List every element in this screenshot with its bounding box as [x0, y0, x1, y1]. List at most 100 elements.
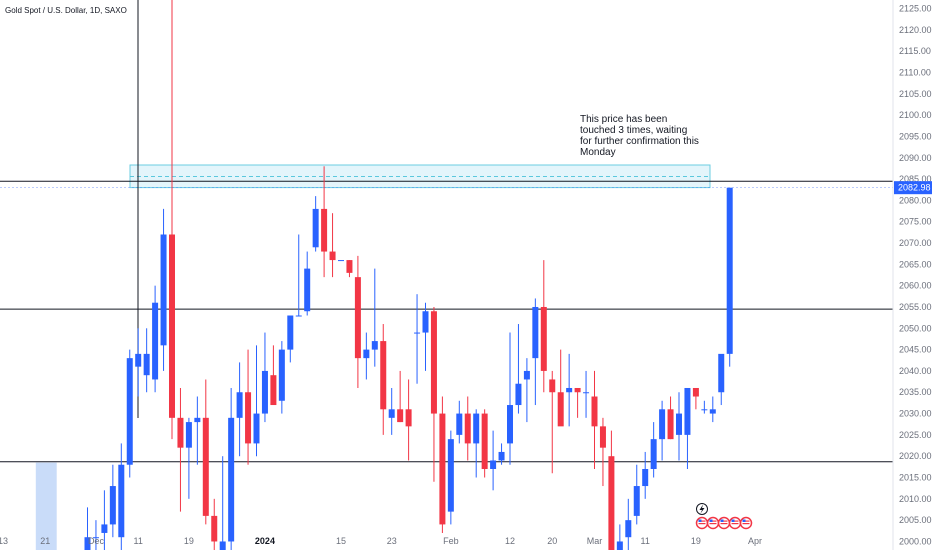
candle-body — [591, 396, 598, 427]
candle — [507, 332, 513, 465]
candle-body — [633, 486, 640, 516]
candle — [261, 332, 268, 423]
candle-body — [667, 409, 674, 440]
time-tick-label: 23 — [387, 536, 397, 546]
time-axis[interactable]: 13 21 Dec 11 19 2024 15 23 Feb 12 20 Mar 11 19 Apr — [0, 536, 762, 546]
price-tick-label: 2040.00 — [899, 366, 932, 376]
candle — [481, 409, 488, 478]
candle-body — [278, 349, 285, 401]
candle-body — [228, 417, 235, 542]
price-tick-label: 2115.00 — [899, 46, 931, 56]
candle — [202, 379, 209, 525]
candle-body — [177, 417, 184, 448]
candle — [118, 443, 125, 550]
price-tick-label: 2020.00 — [899, 451, 932, 461]
candle — [566, 353, 573, 427]
time-tick-label: Apr — [748, 536, 762, 546]
candle-body — [329, 251, 336, 261]
time-tick-label: 13 — [0, 536, 8, 546]
us-flag-icon[interactable] — [695, 516, 709, 530]
candle — [354, 255, 361, 388]
candle — [228, 387, 235, 550]
candle — [447, 430, 454, 525]
candle — [194, 396, 201, 465]
price-tick-label: 2055.00 — [899, 302, 932, 312]
candle — [718, 353, 725, 406]
candle — [430, 306, 437, 482]
candle-body — [473, 413, 480, 444]
candle-body — [616, 541, 623, 550]
candle-body — [540, 306, 547, 371]
candle-body — [101, 524, 108, 533]
candle — [363, 332, 370, 380]
candle — [650, 422, 657, 478]
candle — [135, 328, 142, 397]
candle — [295, 234, 302, 317]
candle-body — [692, 387, 699, 397]
candle — [498, 443, 505, 465]
candle-body — [363, 349, 370, 359]
candle-body — [261, 370, 268, 414]
candle-body — [92, 537, 99, 539]
price-tick-label: 2085.00 — [899, 174, 932, 184]
candle-body — [701, 409, 708, 411]
candle-body — [549, 379, 556, 393]
price-tick-label: 2000.00 — [899, 536, 932, 546]
us-flag-icon[interactable] — [728, 516, 742, 530]
candle-body — [430, 311, 437, 414]
candle-body — [574, 387, 581, 393]
candle-body — [109, 486, 116, 525]
candle — [414, 294, 421, 384]
price-tick-label: 2030.00 — [899, 409, 932, 419]
price-tick-label: 2050.00 — [899, 323, 932, 333]
candle-body — [371, 341, 378, 350]
candle — [523, 358, 530, 423]
candle-body — [270, 375, 277, 406]
time-tick-label: 20 — [547, 536, 557, 546]
price-tick-label: 2035.00 — [899, 387, 932, 397]
candle-body — [194, 417, 201, 423]
candle — [574, 387, 581, 418]
us-flag-icon[interactable] — [706, 516, 720, 530]
price-axis[interactable]: 2000.00 2005.00 2010.00 2015.00 2020.00 2025.… — [899, 4, 932, 547]
candle-body — [507, 405, 513, 444]
price-tick-label: 2070.00 — [899, 238, 932, 248]
candle-body — [405, 409, 412, 427]
candle — [346, 260, 353, 278]
us-flag-icon[interactable] — [717, 516, 731, 530]
candle — [84, 507, 91, 550]
candle-body — [118, 464, 125, 538]
candle-body — [414, 332, 421, 334]
current-price-label: 2082.98 — [898, 183, 931, 193]
candle — [549, 370, 556, 474]
candle-body — [202, 417, 209, 516]
time-tick-label: Feb — [443, 536, 459, 546]
candle-body — [388, 409, 395, 418]
price-tick-label: 2120.00 — [899, 25, 932, 35]
candle — [532, 298, 539, 406]
price-tick-label: 2095.00 — [899, 131, 932, 141]
candle-body — [676, 413, 682, 435]
candle — [515, 324, 522, 414]
candle-body — [583, 392, 590, 394]
time-tick-label: Dec — [88, 536, 105, 546]
price-tick-label: 2080.00 — [899, 195, 932, 205]
candle — [684, 387, 691, 469]
candle — [380, 324, 387, 435]
candle — [219, 456, 226, 550]
candle — [169, 0, 175, 440]
time-tick-label: 15 — [336, 536, 346, 546]
events-layer[interactable] — [695, 503, 753, 530]
candle — [405, 379, 412, 461]
candle — [583, 370, 590, 418]
lightning-icon[interactable] — [696, 503, 708, 515]
candle-body — [557, 392, 564, 427]
candle-body — [659, 409, 666, 440]
candle-body — [152, 302, 159, 380]
candle — [439, 396, 446, 533]
candle-body — [490, 460, 497, 469]
time-tick-label: 19 — [691, 536, 701, 546]
us-flag-icon[interactable] — [739, 516, 753, 530]
candle-body — [523, 370, 530, 380]
